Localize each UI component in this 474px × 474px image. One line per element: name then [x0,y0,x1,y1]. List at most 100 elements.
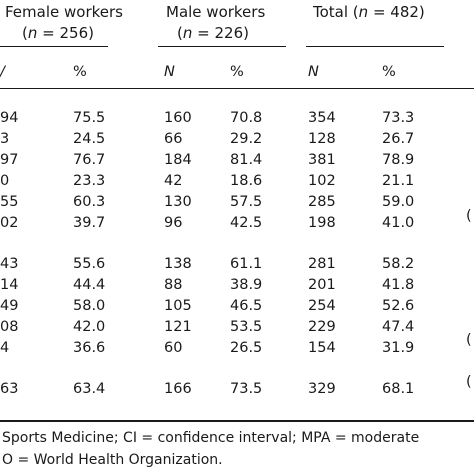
cell-male-n: 60 [164,340,183,356]
cell-total-pct: 26.7 [382,131,415,147]
edge-mark-row5: ( [466,208,472,224]
edge-mark-row11: ( [466,374,472,390]
subcol-male-n: N [164,64,175,80]
header-total-n: n [358,3,369,21]
cell-male-pct: 18.6 [230,173,263,189]
cell-female-n: 4 [0,340,10,356]
header-total-label: Total ( [313,3,359,21]
cell-male-pct: 73.5 [230,381,263,397]
cell-male-n: 130 [164,194,192,210]
header-total: Total (n = 482) [313,3,425,21]
subcol-female-n: / [0,64,5,80]
cell-female-pct: 36.6 [73,340,106,356]
cell-total-n: 329 [308,381,336,397]
header-male-n-count: = 226) [192,24,249,42]
cell-total-pct: 47.4 [382,319,415,335]
cell-male-n: 184 [164,152,192,168]
cell-female-n: 55 [0,194,19,210]
cell-male-pct: 61.1 [230,256,263,272]
rule-male-span [158,46,286,47]
cell-female-n: 3 [0,131,10,147]
cell-total-n: 201 [308,277,336,293]
cell-male-pct: 46.5 [230,298,263,314]
cell-female-n: 08 [0,319,19,335]
cell-female-pct: 75.5 [73,110,106,126]
cell-total-n: 128 [308,131,336,147]
cell-total-pct: 52.6 [382,298,415,314]
cell-male-pct: 53.5 [230,319,263,335]
subcol-male-pct: % [230,64,244,80]
cell-total-n: 198 [308,215,336,231]
header-female-n: (n = 256) [22,24,94,42]
cell-female-n: 94 [0,110,19,126]
subcol-female-pct: % [73,64,87,80]
header-female-n-count: = 256) [37,24,94,42]
cell-male-pct: 57.5 [230,194,263,210]
footnote-line-1: Sports Medicine; CI = confidence interva… [2,430,420,446]
cell-female-n: 43 [0,256,19,272]
footnote-line-2: O = World Health Organization. [2,452,223,468]
header-female-n-letter: n [27,24,38,42]
cell-total-pct: 59.0 [382,194,415,210]
cell-female-pct: 42.0 [73,319,106,335]
header-bottom-rule [0,88,474,89]
header-male-n-letter: n [182,24,193,42]
cell-male-n: 66 [164,131,183,147]
cell-total-pct: 41.0 [382,215,415,231]
cell-total-n: 281 [308,256,336,272]
cell-total-n: 381 [308,152,336,168]
cell-total-n: 102 [308,173,336,189]
table-bottom-rule [0,420,474,422]
cell-female-n: 02 [0,215,19,231]
cell-male-pct: 38.9 [230,277,263,293]
cell-male-pct: 29.2 [230,131,263,147]
cell-female-pct: 60.3 [73,194,106,210]
rule-total-span [306,46,444,47]
cell-female-n: 49 [0,298,19,314]
cell-male-n: 42 [164,173,183,189]
cell-total-n: 154 [308,340,336,356]
cell-female-pct: 24.5 [73,131,106,147]
cell-male-n: 160 [164,110,192,126]
cell-male-n: 88 [164,277,183,293]
cell-female-n: 0 [0,173,10,189]
cell-male-pct: 42.5 [230,215,263,231]
cell-total-pct: 73.3 [382,110,415,126]
cell-total-n: 354 [308,110,336,126]
cell-total-pct: 21.1 [382,173,415,189]
cell-female-pct: 23.3 [73,173,106,189]
cell-female-pct: 58.0 [73,298,106,314]
header-female-workers: Female workers [5,3,123,21]
cell-total-n: 229 [308,319,336,335]
cell-male-pct: 81.4 [230,152,263,168]
cell-female-n: 14 [0,277,19,293]
cell-female-pct: 55.6 [73,256,106,272]
cell-total-n: 285 [308,194,336,210]
cell-male-pct: 70.8 [230,110,263,126]
cell-female-pct: 76.7 [73,152,106,168]
cell-male-n: 121 [164,319,192,335]
cell-total-pct: 78.9 [382,152,415,168]
header-male-workers: Male workers [166,3,266,21]
cell-female-n: 97 [0,152,19,168]
subcol-total-pct: % [382,64,396,80]
edge-mark-row9: ( [466,332,472,348]
cell-total-pct: 58.2 [382,256,415,272]
cell-total-pct: 68.1 [382,381,415,397]
rule-female-span [0,46,108,47]
header-total-count: = 482) [368,3,425,21]
cell-female-pct: 44.4 [73,277,106,293]
cell-female-pct: 39.7 [73,215,106,231]
cell-male-n: 166 [164,381,192,397]
cell-male-n: 105 [164,298,192,314]
cell-female-pct: 63.4 [73,381,106,397]
cell-male-pct: 26.5 [230,340,263,356]
cell-total-pct: 31.9 [382,340,415,356]
cell-total-n: 254 [308,298,336,314]
cell-total-pct: 41.8 [382,277,415,293]
cell-male-n: 96 [164,215,183,231]
cell-female-n: 63 [0,381,19,397]
subcol-total-n: N [308,64,319,80]
header-male-n: (n = 226) [177,24,249,42]
cell-male-n: 138 [164,256,192,272]
